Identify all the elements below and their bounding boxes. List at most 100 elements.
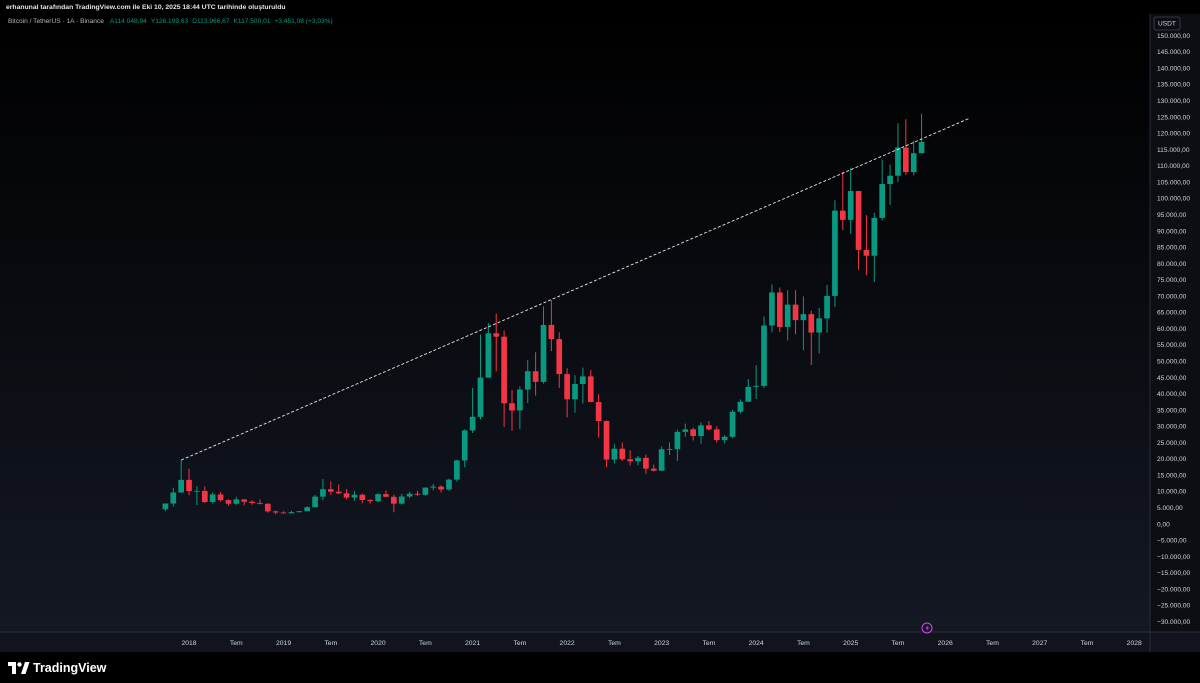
currency-box[interactable]: [1153, 16, 1181, 31]
y-tick-label: −30.000,00: [1157, 619, 1191, 626]
x-tick-label: 2024: [749, 640, 764, 647]
candle-body: [643, 457, 649, 469]
candle-body: [816, 318, 823, 333]
logo-mark: [21, 662, 30, 674]
candle-body: [383, 494, 389, 497]
candle-body: [170, 492, 177, 504]
candle-body: [335, 491, 342, 494]
legend-value: Y126.199,63: [151, 18, 189, 25]
candle-body: [391, 496, 397, 504]
candle-body: [162, 503, 169, 510]
candle-body: [501, 336, 507, 404]
candle-body: [194, 490, 200, 492]
x-tick-label: Tem: [230, 640, 243, 647]
y-tick-label: 60.000,00: [1157, 326, 1187, 333]
candle-body: [406, 493, 413, 497]
logo-mark: [17, 662, 22, 667]
logo: TradingView: [8, 661, 107, 675]
candle-body: [690, 429, 696, 436]
candle-body: [225, 500, 232, 504]
candle-body: [895, 147, 901, 176]
candle-body: [627, 459, 633, 462]
x-tick-label: 2022: [560, 640, 575, 647]
candle-body: [186, 479, 192, 492]
y-tick-label: 5.000,00: [1157, 505, 1183, 512]
candle-body: [548, 324, 555, 340]
x-tick-label: Tem: [419, 640, 432, 647]
time-axis: [0, 632, 1200, 652]
candle-body: [769, 292, 775, 326]
candle-body: [611, 448, 618, 460]
candle-body: [178, 479, 184, 493]
pane: [0, 14, 1150, 632]
candle-body: [233, 499, 240, 504]
x-tick-label: Tem: [324, 640, 337, 647]
candle-body: [603, 421, 610, 460]
candle-body: [327, 489, 334, 492]
candle-body: [343, 493, 350, 498]
legend-title: Bitcoin / TetherUS · 1A · Binance: [8, 18, 104, 25]
footer-brand: TradingView: [33, 661, 107, 675]
candle-body: [201, 490, 208, 503]
candle-body: [776, 292, 783, 327]
candle-body: [272, 511, 279, 513]
event-icon[interactable]: [921, 622, 933, 634]
candles: [162, 113, 925, 515]
candle-body: [241, 499, 248, 502]
y-tick-label: −20.000,00: [1157, 586, 1191, 593]
x-tick-label: Tem: [702, 640, 715, 647]
candle-body: [461, 430, 468, 461]
x-tick-label: Tem: [986, 640, 999, 647]
candle-body: [422, 487, 429, 495]
y-tick-label: 145.000,00: [1157, 49, 1190, 56]
y-tick-label: −15.000,00: [1157, 570, 1191, 577]
currency[interactable]: USDT: [1158, 21, 1176, 28]
candle-body: [296, 511, 303, 513]
candle-body: [753, 385, 759, 387]
candle-body: [304, 507, 311, 512]
candle-body: [713, 429, 720, 441]
x-tick-label: 2027: [1032, 640, 1047, 647]
logo-mark: [8, 662, 16, 674]
trendline: [180, 118, 970, 461]
legend-value: +3.451,08 (+3,03%): [274, 18, 332, 25]
candle-body: [493, 333, 500, 337]
candle-body: [832, 210, 838, 296]
y-tick-label: 135.000,00: [1157, 82, 1190, 89]
candle-body: [847, 191, 854, 220]
candle-body: [454, 460, 460, 480]
candle-body: [761, 325, 767, 386]
candle-body: [698, 425, 704, 436]
candle-body: [580, 376, 586, 385]
y-tick-label: 125.000,00: [1157, 114, 1190, 121]
candle-body: [879, 183, 886, 218]
y-tick-label: 65.000,00: [1157, 310, 1187, 317]
candle-body: [863, 249, 870, 256]
candle-body: [902, 147, 909, 173]
x-tick-label: 2021: [465, 640, 480, 647]
x-tick-label: 2023: [654, 640, 669, 647]
x-tick-label: Tem: [608, 640, 621, 647]
x-tick-label: 2020: [371, 640, 386, 647]
candle-body: [564, 374, 570, 400]
candle-body: [257, 502, 263, 504]
candle-body: [446, 479, 452, 490]
candle-body: [320, 489, 326, 497]
candle-body: [666, 449, 673, 451]
x-tick-label: 2025: [843, 640, 858, 647]
y-tick-label: 25.000,00: [1157, 440, 1187, 447]
y-tick-label: −5.000,00: [1157, 538, 1187, 545]
candle-body: [729, 411, 736, 437]
candle-body: [398, 496, 405, 504]
x-tick-label: 2026: [938, 640, 953, 647]
y-tick-label: 50.000,00: [1157, 358, 1187, 365]
candle-body: [587, 376, 594, 403]
candle-body: [209, 494, 216, 503]
candle-body: [745, 386, 752, 402]
candle-body: [650, 468, 657, 471]
y-tick-label: 115.000,00: [1157, 147, 1190, 154]
price-axis: [1150, 14, 1200, 632]
y-tick-label: 100.000,00: [1157, 196, 1190, 203]
